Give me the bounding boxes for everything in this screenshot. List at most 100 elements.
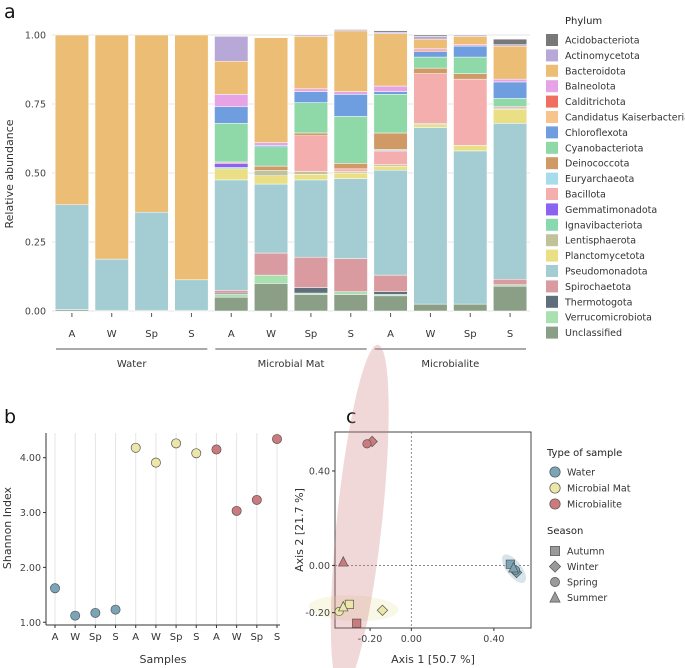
legend-type-label: Microbialite xyxy=(567,500,622,511)
bar-segment-deinococcota xyxy=(373,132,408,150)
legend-swatch-spirochaetota xyxy=(546,280,558,293)
panel-b-xtick-label: A xyxy=(132,632,139,643)
bar-segment-pseudomonadota xyxy=(214,179,249,291)
bar-segment-planctomycetota xyxy=(214,168,249,181)
panel-c-legend-season-title: Season xyxy=(547,526,583,537)
bar-segment-actinomycetota xyxy=(214,36,249,62)
legend-label: Candidatus Kaiserbacteria xyxy=(565,113,685,124)
shannon-point xyxy=(251,494,262,505)
panel-a-ytick-label: 0.50 xyxy=(25,169,46,180)
legend-type-swatch xyxy=(549,482,561,494)
panel-a-group-label: Water xyxy=(117,359,147,370)
bar-segment-bacteroidota xyxy=(293,36,328,90)
panel-a-xtick-label: Sp xyxy=(145,329,158,340)
legend-label: Ignavibacteriota xyxy=(565,220,642,231)
panel-b-xticks: A W Sp S A W Sp S A W Sp S xyxy=(52,625,280,643)
legend-label: Verrucomicrobiota xyxy=(565,313,652,324)
panel-a-ytick-label: 0.25 xyxy=(25,238,46,249)
bar-segment-thermotogota xyxy=(293,287,328,294)
panel-b-xtick-label: S xyxy=(193,632,199,643)
bar-segment-bacteroidota xyxy=(134,34,169,213)
legend-label: Bacillota xyxy=(565,190,606,201)
legend-season-swatch xyxy=(548,560,562,573)
bar-segment-gemmatimonadota xyxy=(214,163,249,168)
legend-swatch-chloroflexota xyxy=(546,126,558,139)
panel-a-ytick-label: 0.00 xyxy=(25,307,46,318)
bar-segment-pseudomonadota xyxy=(254,183,289,254)
bar-segment-spirochaetota xyxy=(214,290,249,294)
legend-swatch-planctomycetota xyxy=(546,249,558,262)
shannon-point xyxy=(70,610,81,621)
shannon-point xyxy=(90,607,101,618)
legend-season-label: Spring xyxy=(567,578,598,589)
legend-swatch-lentisphaerota xyxy=(546,234,558,247)
panel-c-legend-types: Water Microbial Mat Microbialite xyxy=(549,466,631,511)
bar-segment-acidobacteriota xyxy=(493,38,528,45)
bar-segment-balneolota xyxy=(493,78,528,83)
legend-swatch-cyanobacteriota xyxy=(546,141,558,154)
bar-segment-chloroflexota xyxy=(293,91,328,103)
bar-segment-spirochaetota xyxy=(373,274,408,292)
bar-segment-pseudomonadota xyxy=(493,123,528,280)
legend-swatch-actinomycetota xyxy=(546,49,558,62)
panel-c-legend-type-title: Type of sample xyxy=(546,448,622,459)
legend-label: Planctomycetota xyxy=(565,251,645,262)
bar-segment-verrucomicrobiota xyxy=(214,294,249,298)
legend-label: Gemmatimonadota xyxy=(565,205,657,216)
legend-label: Unclassified xyxy=(565,328,622,339)
legend-type-label: Water xyxy=(567,468,595,479)
bar-segment-bacteroidota xyxy=(214,60,249,95)
bar-segment-planctomycetota xyxy=(373,165,408,171)
panel-b-xlabel: Samples xyxy=(140,653,187,666)
shannon-point xyxy=(171,438,182,449)
panel-b-xtick-label: Sp xyxy=(250,632,263,643)
bar-segment-balneolota xyxy=(373,85,408,92)
bar-segment-cyanobacteriota xyxy=(413,56,448,69)
bar-segment-deinococcota xyxy=(333,163,368,170)
panel-b-gridlines xyxy=(54,433,278,625)
pcoa-point-autumn xyxy=(352,618,362,628)
pcoa-point-summer xyxy=(508,561,519,573)
legend-swatch-bacteroidota xyxy=(546,64,558,77)
legend-season-swatch xyxy=(549,591,561,603)
bar-segment-cyanobacteriota xyxy=(214,123,249,163)
panel-a-xtick-label: W xyxy=(266,329,276,340)
legend-type-swatch xyxy=(549,498,561,510)
bar-segment-chloroflexota xyxy=(413,51,448,58)
bar-segment-bacteroidota xyxy=(333,30,368,92)
bar-segment-lentisphaerota xyxy=(254,169,289,177)
panel-a-gridlines xyxy=(52,34,530,312)
panel-b-xtick-label: Sp xyxy=(170,632,183,643)
bar-segment-unclassified xyxy=(293,294,328,312)
bar-segment-lentisphaerota xyxy=(293,171,328,175)
legend-swatch-thermotogota xyxy=(546,295,558,308)
bar-segment-cyanobacteriota xyxy=(333,116,368,164)
panel-c-xlabel: Axis 1 [50.7 %] xyxy=(391,653,475,666)
panel-c-xtick-label: 0.40 xyxy=(483,634,504,645)
legend-label: Calditrichota xyxy=(565,97,626,108)
legend-swatch-verrucomicrobiota xyxy=(546,311,558,324)
bar-segment-spirochaetota xyxy=(293,256,328,288)
panel-c-ylabel: Axis 2 [21.7 %] xyxy=(293,488,306,572)
bar-segment-unclassified xyxy=(214,296,249,312)
bar-segment-chloroflexota xyxy=(493,81,528,99)
legend-swatch-acidobacteriota xyxy=(546,34,558,46)
bar-segment-cyanobacteriota xyxy=(453,56,488,74)
legend-label: Chloroflexota xyxy=(565,128,628,139)
bar-segment-pseudomonadota xyxy=(413,127,448,305)
shannon-point xyxy=(50,583,60,594)
bar-segment-verrucomicrobiota xyxy=(333,291,368,295)
panel-a-xtick-label: W xyxy=(425,329,435,340)
bar-segment-planctomycetota xyxy=(453,145,488,152)
legend-swatch-euryarchaeota xyxy=(546,172,558,185)
bar-segment-cyanobacteriota xyxy=(254,146,289,167)
panel-a-xtick-label: S xyxy=(507,329,513,340)
panel-b-ylabel: Shannon Index xyxy=(1,486,14,569)
bar-segment-unclassified xyxy=(413,303,448,312)
bar-segment-verrucomicrobiota xyxy=(254,274,289,284)
bar-segment-pseudomonadota xyxy=(333,178,368,259)
panel-c-ytick-label: 0.00 xyxy=(309,561,330,572)
panel-b-ytick-label: 1.00 xyxy=(20,618,41,629)
panel-b-xtick-label: W xyxy=(151,632,161,643)
